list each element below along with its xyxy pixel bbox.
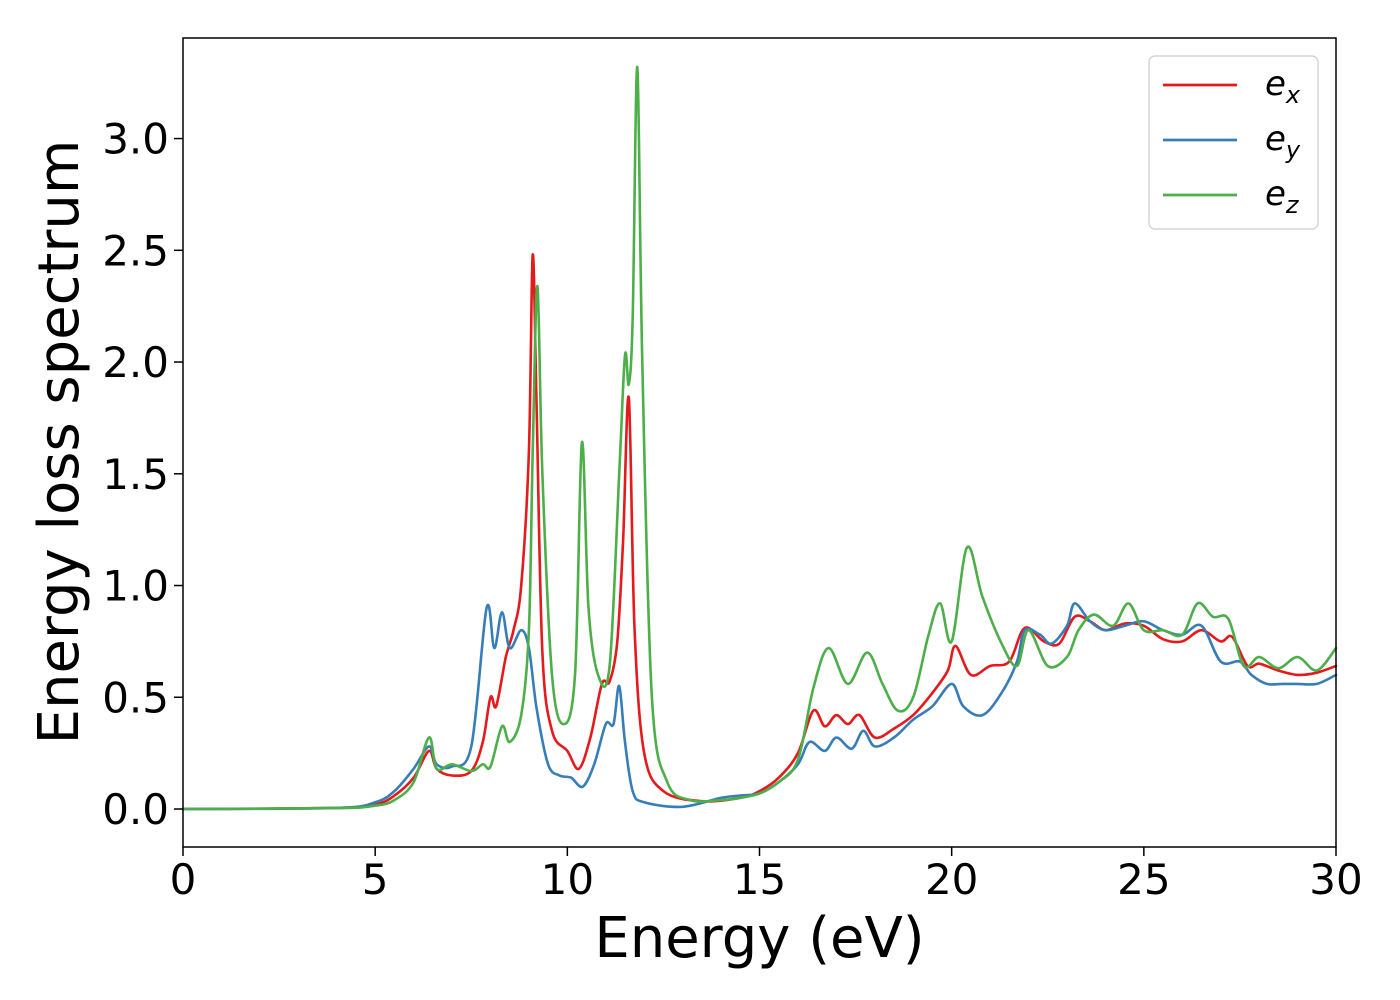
y-tick-label: 2.5	[102, 226, 169, 275]
legend: ex ey ez	[1148, 55, 1319, 230]
x-tick-label: 25	[1117, 855, 1170, 904]
y-tick-label: 0.0	[102, 785, 169, 834]
y-tick-label: 3.0	[102, 115, 169, 164]
series-line-x	[181, 253, 1338, 811]
series-layer	[181, 65, 1338, 811]
legend-label-y: ey	[1265, 119, 1301, 164]
legend-box	[1148, 55, 1319, 230]
y-axis-label: Energy loss spectrum	[27, 140, 92, 745]
y-tick-label: 1.0	[102, 562, 169, 611]
y-tick-label: 0.5	[102, 673, 169, 722]
series-line-z	[181, 65, 1338, 811]
x-tick-label: 30	[1309, 855, 1362, 904]
x-tick-label: 20	[925, 855, 978, 904]
series-line-y	[181, 602, 1338, 811]
legend-label-z: ez	[1265, 174, 1300, 219]
legend-label-x: ex	[1265, 64, 1301, 109]
x-axis-label: Energy (eV)	[594, 906, 924, 971]
x-tick-label: 5	[362, 855, 389, 904]
y-tick-label: 2.0	[102, 338, 169, 387]
x-tick-label: 0	[170, 855, 197, 904]
x-tick-label: 15	[733, 855, 786, 904]
x-axis: 0 5 10 15 20 25 30	[170, 847, 1363, 904]
x-tick-label: 10	[541, 855, 594, 904]
y-axis: 0.0 0.5 1.0 1.5 2.0 2.5 3.0	[102, 115, 183, 834]
y-tick-label: 1.5	[102, 450, 169, 499]
